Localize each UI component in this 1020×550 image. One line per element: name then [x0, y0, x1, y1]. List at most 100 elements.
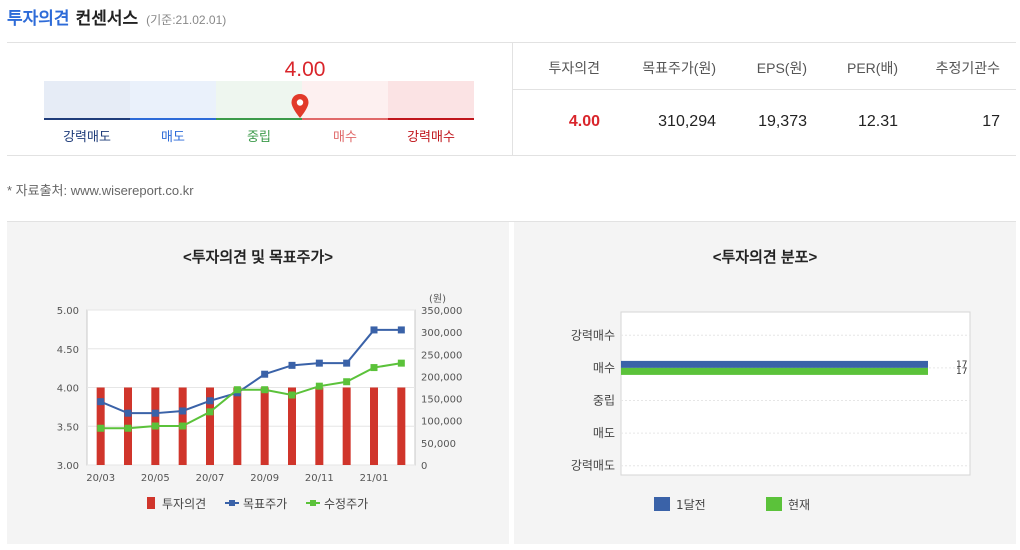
- target-price-point: [97, 398, 105, 406]
- adjusted-price-point: [343, 378, 351, 386]
- td-eps: 19,373: [758, 113, 807, 130]
- adjusted-price-point: [97, 424, 105, 432]
- opinion-bar: [260, 387, 269, 465]
- y-category-label: 매도: [593, 426, 615, 440]
- gauge-segment-line: [302, 118, 388, 120]
- legend-label: 목표주가: [243, 497, 287, 511]
- gauge-segment: [302, 81, 388, 119]
- gauge-segment-label: 매도: [161, 129, 185, 144]
- adjusted-price-point: [151, 422, 159, 430]
- adjusted-price-point: [370, 364, 378, 372]
- opinion-bar: [370, 387, 378, 465]
- td-institutions: 17: [982, 113, 1000, 130]
- legend-label: 투자의견: [162, 497, 206, 511]
- x-tick-label: 20/05: [141, 473, 170, 484]
- gauge-segment-label: 강력매도: [63, 129, 111, 144]
- opinion-bar: [342, 387, 351, 465]
- y-category-label: 매수: [593, 361, 615, 375]
- th-target-price: 목표주가(원): [642, 60, 716, 76]
- adjusted-price-point: [397, 359, 405, 367]
- target-price-point: [288, 361, 296, 369]
- plot-area: [620, 311, 971, 476]
- td-per: 12.31: [857, 113, 898, 130]
- legend-label: 현재: [788, 498, 810, 512]
- y-category-label: 강력매도: [571, 459, 615, 473]
- y-right-tick-label: 150,000: [421, 395, 462, 406]
- y-right-tick-label: 250,000: [421, 350, 462, 361]
- legend-swatch: [310, 500, 316, 506]
- target-price-point: [261, 370, 269, 378]
- table-header-divider: [513, 89, 1016, 90]
- distribution-bar-month-ago: [621, 360, 928, 368]
- gauge-segment-line: [130, 118, 216, 120]
- y-left-tick-label: 4.50: [57, 345, 79, 356]
- gauge-segment: [388, 81, 474, 119]
- gauge-segment-label: 중립: [247, 129, 271, 144]
- td-opinion: 4.00: [568, 113, 600, 130]
- td-target-price: 310,294: [658, 113, 716, 130]
- bar-value-label: 17: [956, 367, 967, 377]
- distribution-bar-current: [621, 367, 928, 375]
- y-right-tick-label: 50,000: [421, 439, 456, 450]
- adjusted-price-point: [315, 382, 323, 390]
- y-left-tick-label: 3.50: [57, 422, 79, 433]
- legend-swatch: [766, 497, 782, 511]
- opinion-bar: [233, 387, 242, 465]
- adjusted-price-point: [233, 386, 241, 394]
- divider: [7, 155, 1016, 156]
- section-title: 투자의견 컨센서스 (기준:21.02.01): [7, 4, 226, 30]
- section-title-main: 컨센서스: [75, 9, 139, 28]
- gauge-segment: [44, 81, 130, 119]
- gauge-segment-line: [216, 118, 302, 120]
- legend-label: 1달전: [676, 498, 706, 512]
- gauge-segment-label: 매수: [333, 129, 357, 144]
- target-price-point: [397, 326, 405, 334]
- section-title-highlight: 투자의견: [7, 9, 70, 28]
- opinion-bar: [206, 387, 214, 465]
- y-category-label: 중립: [593, 394, 615, 408]
- adjusted-price-point: [288, 391, 296, 399]
- th-per: PER(배): [847, 60, 898, 76]
- opinion-bar: [397, 387, 406, 465]
- y-category-label: 강력매수: [571, 328, 615, 342]
- divider: [7, 221, 1016, 222]
- location-pin-icon: [291, 94, 309, 118]
- gauge-value: 4.00: [284, 58, 326, 81]
- adjusted-price-point: [124, 424, 132, 432]
- adjusted-price-line: [100, 362, 402, 430]
- x-tick-label: 20/03: [86, 473, 115, 484]
- target-price-point: [124, 409, 132, 417]
- divider: [7, 42, 1016, 43]
- opinion-target-chart: 5.00 4.50 4.00 3.50 3.00 350,000 300,000 250,00…: [57, 293, 463, 511]
- bar-value-label: 17: [956, 360, 967, 370]
- adjusted-price-point: [261, 386, 269, 394]
- legend-label: 수정주가: [324, 497, 368, 511]
- target-price-point: [151, 409, 159, 417]
- opinion-bar: [288, 387, 296, 465]
- x-tick-label: 20/11: [305, 473, 334, 484]
- legend-swatch: [654, 497, 670, 511]
- gauge-segment: [130, 81, 216, 119]
- th-eps: EPS(원): [756, 60, 807, 76]
- y-right-unit: (원): [429, 293, 446, 305]
- th-institutions: 추정기관수: [935, 60, 1000, 76]
- y-left-tick-label: 4.00: [57, 384, 79, 395]
- basis-date: (기준:21.02.01): [146, 13, 227, 27]
- target-price-point: [206, 397, 214, 405]
- gauge-segment-label: 강력매수: [407, 129, 455, 144]
- y-right-tick-label: 200,000: [421, 372, 462, 383]
- th-opinion: 투자의견: [548, 60, 600, 76]
- target-price-point: [343, 359, 351, 367]
- x-tick-label: 21/01: [360, 473, 389, 484]
- y-right-tick-label: 0: [421, 461, 427, 472]
- target-price-line: [100, 328, 402, 415]
- gauge-segment-line: [388, 118, 474, 120]
- gauge-segment-line: [44, 118, 130, 120]
- x-tick-label: 20/07: [196, 473, 225, 484]
- legend-swatch: [147, 497, 155, 509]
- target-price-point: [179, 407, 187, 415]
- legend-swatch: [229, 500, 235, 506]
- table-separator: [512, 43, 513, 155]
- gauge-segment: [216, 81, 302, 119]
